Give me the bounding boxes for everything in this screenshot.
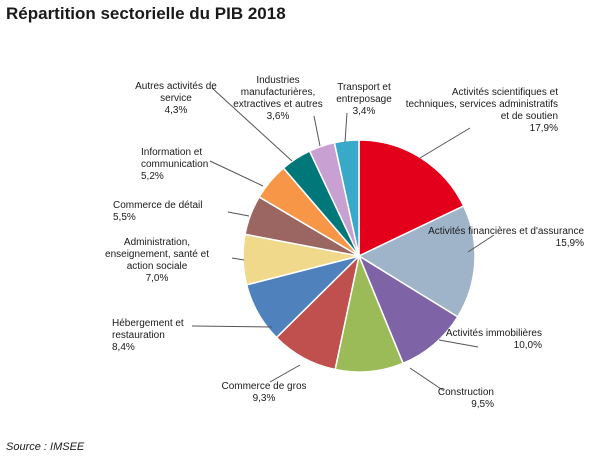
leader-line [344, 112, 348, 143]
slice-label-name: Administration, enseignement, santé et a… [105, 237, 209, 272]
chart-title: Répartition sectorielle du PIB 2018 [6, 4, 286, 23]
label-activites-scientifiques: Activités scientifiques et techniques, s… [398, 87, 558, 135]
label-hebergement: Hébergement et restauration 8,4% [112, 318, 192, 354]
label-construction: Construction 9,5% [334, 387, 494, 411]
leader-line [409, 367, 445, 392]
slice-label-value: 3,6% [266, 111, 290, 122]
slice-label-name: Industries manufacturières, extractives … [233, 75, 323, 110]
slice-label-value: 3,4% [352, 106, 376, 117]
leader-line [269, 364, 301, 383]
slice-label-value: 10,0% [513, 340, 542, 351]
leader-line [467, 234, 495, 253]
label-industries: Industries manufacturières, extractives … [226, 75, 330, 123]
pie-slice [357, 254, 459, 365]
slice-label-name: Information et communication [141, 147, 209, 170]
slice-label-name: Hébergement et restauration [112, 318, 184, 341]
slice-label-value: 7,0% [145, 273, 169, 284]
label-activites-immobilieres: Activités immobilières 10,0% [382, 328, 542, 352]
slice-label-value: 5,5% [113, 212, 136, 223]
slice-label-name: Activités scientifiques et techniques, s… [405, 87, 558, 122]
pie-slice [333, 139, 360, 257]
slice-label-value: 15,9% [555, 238, 584, 249]
label-information-communication: Information et communication 5,2% [141, 147, 221, 183]
label-autres-activites: Autres activités de service 4,3% [127, 81, 225, 117]
slice-label-name: Autres activités de service [135, 81, 217, 104]
slice-label-name: Activités financières et d'assurance [428, 226, 584, 237]
slice-label-value: 9,3% [252, 393, 276, 404]
slice-label-name: Commerce de gros [221, 381, 307, 392]
leader-line [313, 115, 321, 147]
slice-label-value: 8,4% [112, 342, 135, 353]
label-activites-financieres: Activités financières et d'assurance 15,… [424, 226, 584, 250]
leader-line [227, 211, 250, 217]
slice-label-value: 9,5% [471, 399, 494, 410]
leader-line [438, 339, 479, 348]
leader-line [209, 160, 264, 187]
slice-label-name: Commerce de détail [113, 200, 203, 211]
label-transport: Transport et entreposage 3,4% [331, 82, 397, 118]
slice-label-name: Transport et entreposage [336, 82, 392, 105]
leader-line [191, 325, 273, 328]
slice-label-name: Construction [437, 387, 494, 398]
leader-line [211, 87, 293, 162]
label-administration: Administration, enseignement, santé et a… [102, 237, 212, 285]
source-note: Source : IMSEE [6, 441, 85, 453]
slice-label-value: 17,9% [529, 123, 558, 134]
slice-label-value: 5,2% [141, 171, 164, 182]
slice-label-name: Activités immobilières [445, 328, 542, 339]
leader-line [419, 127, 471, 159]
label-commerce-de-gros: Commerce de gros 9,3% [184, 381, 344, 405]
pie-slice [357, 204, 476, 318]
label-commerce-de-detail: Commerce de détail 5,5% [113, 200, 213, 224]
slice-label-value: 4,3% [164, 105, 188, 116]
leader-line [231, 257, 245, 261]
